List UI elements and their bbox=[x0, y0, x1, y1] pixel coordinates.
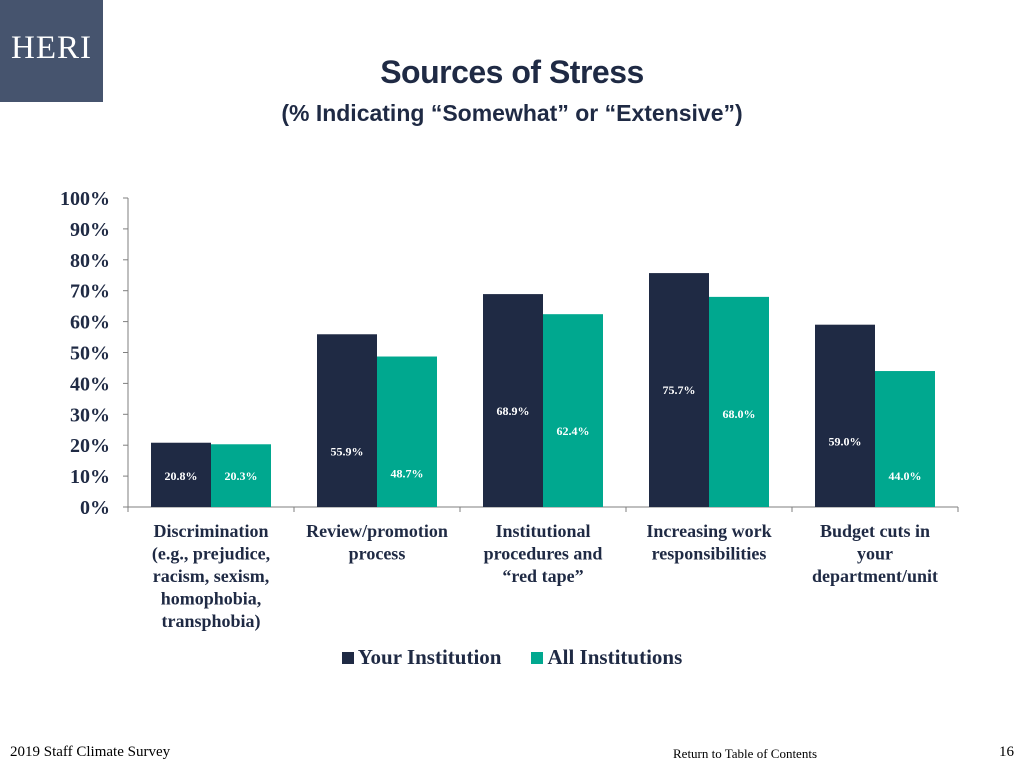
page-number: 16 bbox=[999, 744, 1014, 760]
return-to-toc-link[interactable]: Return to Table of Contents bbox=[673, 746, 817, 761]
x-category-label: Increasing work responsibilities bbox=[646, 521, 771, 564]
y-tick-label: 90% bbox=[70, 219, 110, 241]
legend-swatch-your-institution-icon bbox=[341, 651, 354, 664]
legend-label-your-institution: Your Institution bbox=[357, 645, 502, 669]
x-category-label: Budget cuts in your department/unit bbox=[812, 521, 938, 586]
x-category-label-line: Institutional bbox=[495, 521, 590, 541]
bar-all-institutions bbox=[211, 444, 271, 507]
footer-survey-name: 2019 Staff Climate Survey bbox=[10, 744, 171, 760]
bar-your-institution bbox=[815, 324, 875, 507]
x-category-label-line: responsibilities bbox=[652, 544, 767, 564]
x-category-label-line: Discrimination bbox=[154, 521, 269, 541]
y-tick-label: 20% bbox=[70, 435, 110, 457]
x-category-label-line: (e.g., prejudice, bbox=[152, 544, 270, 565]
x-category-label-line: process bbox=[349, 544, 406, 564]
legend-swatch-all-institutions-icon bbox=[531, 651, 544, 664]
y-tick-label: 60% bbox=[70, 312, 110, 334]
legend-item-all-institutions: All Institutions bbox=[531, 645, 682, 670]
y-tick-label: 80% bbox=[70, 250, 110, 272]
y-tick-label: 70% bbox=[70, 281, 110, 303]
bar-data-label: 20.8% bbox=[165, 469, 198, 483]
x-category-label-line: your bbox=[857, 544, 893, 564]
x-category-label-line: transphobia) bbox=[161, 611, 260, 632]
x-category-label: Review/promotion process bbox=[306, 521, 448, 564]
page-subtitle: (% Indicating “Somewhat” or “Extensive”) bbox=[281, 100, 743, 126]
bar-data-label: 68.0% bbox=[723, 407, 756, 421]
bar-all-institutions bbox=[875, 371, 935, 507]
heri-logo: HERI bbox=[0, 0, 103, 102]
bar-data-label: 68.9% bbox=[497, 404, 530, 418]
y-tick-label: 0% bbox=[80, 497, 110, 519]
bar-all-institutions bbox=[377, 356, 437, 507]
bar-data-label: 20.3% bbox=[225, 469, 258, 483]
bar-your-institution bbox=[649, 273, 709, 507]
y-tick-label: 40% bbox=[70, 373, 110, 395]
bar-data-label: 59.0% bbox=[829, 435, 862, 449]
bar-data-label: 44.0% bbox=[889, 469, 922, 483]
y-tick-label: 100% bbox=[60, 188, 110, 210]
bar-your-institution bbox=[483, 294, 543, 507]
bar-data-label: 62.4% bbox=[557, 424, 590, 438]
bar-data-label: 75.7% bbox=[663, 383, 696, 397]
page-title: Sources of Stress bbox=[380, 54, 644, 90]
x-category-label-line: homophobia, bbox=[161, 589, 262, 609]
bar-data-label: 48.7% bbox=[391, 467, 424, 481]
x-category-label-line: Budget cuts in bbox=[820, 521, 930, 541]
x-category-label-line: “red tape” bbox=[502, 566, 583, 586]
x-category-label-line: department/unit bbox=[812, 566, 938, 586]
legend-item-your-institution: Your Institution bbox=[341, 645, 502, 670]
y-tick-label: 50% bbox=[70, 343, 110, 365]
x-category-label-line: Review/promotion bbox=[306, 521, 448, 541]
bar-your-institution bbox=[317, 334, 377, 507]
y-tick-label: 10% bbox=[70, 466, 110, 488]
bar-all-institutions bbox=[709, 296, 769, 507]
x-category-label-line: Increasing work bbox=[646, 521, 771, 541]
chart-legend: Your Institution All Institutions bbox=[0, 645, 1024, 670]
legend-label-all-institutions: All Institutions bbox=[547, 645, 683, 669]
bar-data-label: 55.9% bbox=[331, 444, 364, 458]
logo-text: HERI bbox=[11, 29, 92, 66]
bar-your-institution bbox=[151, 442, 211, 507]
bar-all-institutions bbox=[543, 314, 603, 507]
x-category-label-line: racism, sexism, bbox=[153, 566, 269, 586]
x-category-label-line: procedures and bbox=[484, 544, 603, 564]
x-category-label: Institutional procedures and “red tape” bbox=[484, 521, 603, 586]
x-category-label: Discrimination (e.g., prejudice, racism, s… bbox=[152, 521, 270, 632]
y-tick-label: 30% bbox=[70, 404, 110, 426]
